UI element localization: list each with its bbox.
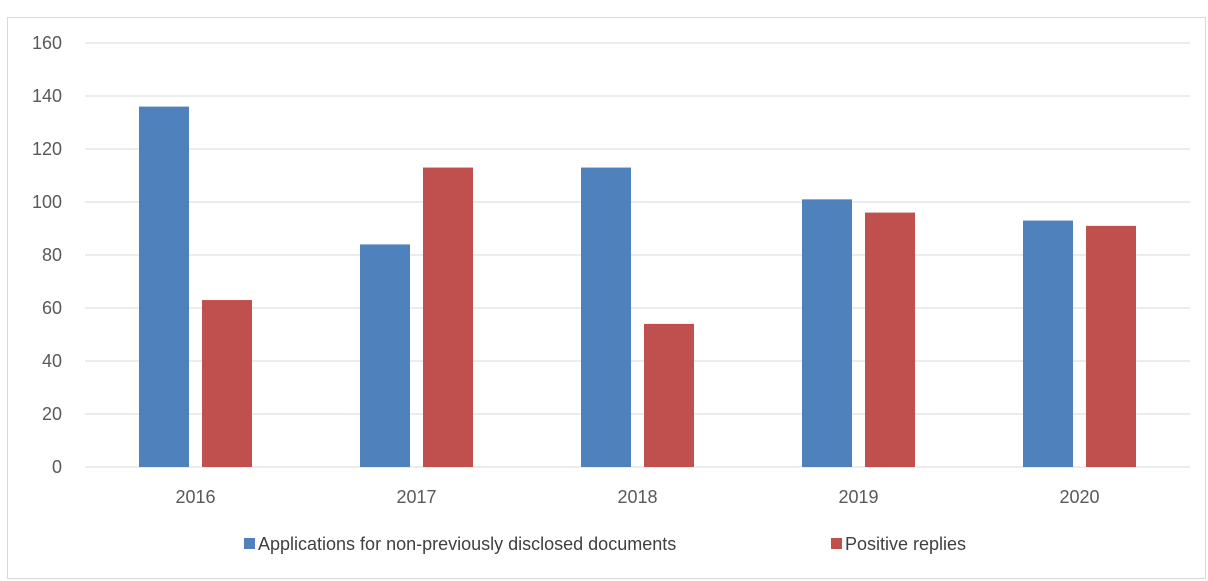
bar-positive-replies-2016 [202, 300, 252, 467]
bar-applications-2020 [1023, 220, 1073, 467]
bar-positive-replies-2020 [1086, 225, 1136, 467]
y-tick-label-140: 140 [32, 86, 62, 106]
gridlines [85, 42, 1190, 468]
y-tick-label-120: 120 [32, 139, 62, 159]
bar-positive-replies-2017 [423, 167, 473, 468]
bar-applications-2018 [581, 167, 631, 468]
y-tick-label-40: 40 [42, 351, 62, 371]
bar-positive-replies-2019 [865, 212, 915, 467]
legend-label-applications: Applications for non-previously disclose… [258, 534, 676, 554]
legend-swatch-positive-replies [831, 538, 842, 549]
x-tick-label-2020: 2020 [1059, 487, 1099, 507]
legend: Applications for non-previously disclose… [244, 534, 966, 554]
x-tick-label-2019: 2019 [838, 487, 878, 507]
y-tick-label-80: 80 [42, 245, 62, 265]
y-tick-label-160: 160 [32, 33, 62, 53]
bar-applications-2019 [802, 199, 852, 467]
y-tick-label-20: 20 [42, 404, 62, 424]
y-axis-ticks: 0 20 40 60 80 100 120 140 160 [32, 33, 62, 477]
bar-applications-2016 [139, 106, 189, 467]
x-tick-label-2016: 2016 [175, 487, 215, 507]
x-tick-label-2018: 2018 [617, 487, 657, 507]
legend-swatch-applications [244, 538, 255, 549]
bar-applications-2017 [360, 244, 410, 467]
y-tick-label-0: 0 [52, 457, 62, 477]
x-axis-ticks: 2016 2017 2018 2019 2020 [175, 487, 1099, 507]
y-tick-label-60: 60 [42, 298, 62, 318]
bars [139, 106, 1136, 468]
y-tick-label-100: 100 [32, 192, 62, 212]
bar-positive-replies-2018 [644, 323, 694, 467]
legend-label-positive-replies: Positive replies [845, 534, 966, 554]
x-tick-label-2017: 2017 [396, 487, 436, 507]
